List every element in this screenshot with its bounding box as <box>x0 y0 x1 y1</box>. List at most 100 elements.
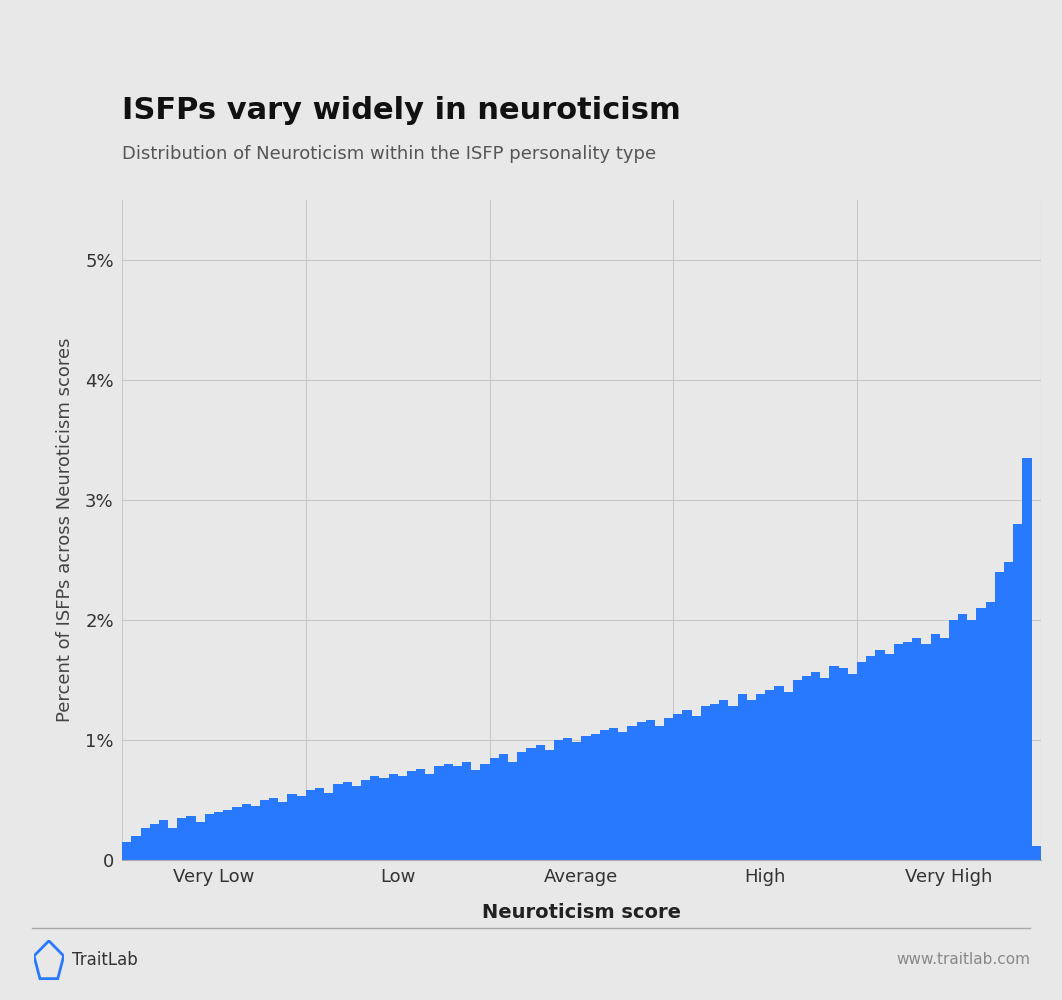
Bar <box>784 692 792 860</box>
Bar <box>912 638 922 860</box>
Bar <box>922 644 930 860</box>
Bar <box>636 722 646 860</box>
Bar <box>609 728 618 860</box>
Bar <box>361 780 371 860</box>
Bar <box>315 788 324 860</box>
Bar <box>1013 524 1023 860</box>
Text: TraitLab: TraitLab <box>72 951 138 969</box>
Bar <box>729 706 738 860</box>
Bar <box>444 764 452 860</box>
Bar <box>343 782 352 860</box>
Bar <box>701 706 710 860</box>
Bar <box>333 784 343 860</box>
Bar <box>673 714 683 860</box>
Bar <box>756 694 765 860</box>
Bar <box>251 806 260 860</box>
Bar <box>416 769 425 860</box>
Bar <box>646 720 655 860</box>
Bar <box>269 798 278 860</box>
Bar <box>434 766 444 860</box>
Bar <box>792 680 802 860</box>
Bar <box>765 690 774 860</box>
Bar <box>1023 458 1031 860</box>
Bar <box>122 842 132 860</box>
Bar <box>132 836 140 860</box>
Bar <box>168 828 177 860</box>
Bar <box>628 726 636 860</box>
Bar <box>195 822 205 860</box>
Bar <box>664 718 673 860</box>
Y-axis label: Percent of ISFPs across Neuroticism scores: Percent of ISFPs across Neuroticism scor… <box>56 338 74 722</box>
Bar <box>986 602 995 860</box>
Bar <box>1031 846 1041 860</box>
Bar <box>867 656 875 860</box>
Bar <box>508 762 517 860</box>
Bar <box>554 740 563 860</box>
Bar <box>976 608 986 860</box>
Text: Distribution of Neuroticism within the ISFP personality type: Distribution of Neuroticism within the I… <box>122 145 656 163</box>
Bar <box>241 804 251 860</box>
Bar <box>517 752 527 860</box>
Bar <box>407 771 416 860</box>
Bar <box>260 800 269 860</box>
Bar <box>480 764 490 860</box>
Bar <box>371 776 379 860</box>
Bar <box>774 686 784 860</box>
Text: ISFPs vary widely in neuroticism: ISFPs vary widely in neuroticism <box>122 96 681 125</box>
Bar <box>1004 562 1013 860</box>
Bar <box>150 824 159 860</box>
Bar <box>223 810 233 860</box>
Bar <box>600 730 609 860</box>
Bar <box>710 704 719 860</box>
Bar <box>857 662 867 860</box>
Bar <box>655 726 664 860</box>
Bar <box>462 762 472 860</box>
Bar <box>875 650 885 860</box>
Bar <box>903 642 912 860</box>
Bar <box>930 634 940 860</box>
Bar <box>958 614 967 860</box>
Bar <box>288 794 296 860</box>
Bar <box>545 750 554 860</box>
Bar <box>582 736 590 860</box>
Text: www.traitlab.com: www.traitlab.com <box>896 952 1030 968</box>
Bar <box>278 802 288 860</box>
Bar <box>205 814 213 860</box>
Bar <box>187 816 195 860</box>
Bar <box>398 776 407 860</box>
Bar <box>885 654 894 860</box>
Bar <box>995 572 1004 860</box>
X-axis label: Neuroticism score: Neuroticism score <box>482 903 681 922</box>
Bar <box>379 778 389 860</box>
Bar <box>527 748 535 860</box>
Bar <box>425 774 434 860</box>
Bar <box>719 700 729 860</box>
Bar <box>847 674 857 860</box>
Bar <box>940 638 949 860</box>
Bar <box>894 644 903 860</box>
Bar <box>389 774 397 860</box>
Bar <box>802 676 811 860</box>
Bar <box>572 742 582 860</box>
Bar <box>811 672 820 860</box>
Bar <box>949 620 958 860</box>
Bar <box>691 716 701 860</box>
Bar <box>452 766 462 860</box>
Bar <box>967 620 976 860</box>
Bar <box>618 732 628 860</box>
Bar <box>472 770 480 860</box>
Bar <box>839 668 847 860</box>
Bar <box>213 812 223 860</box>
Bar <box>738 694 747 860</box>
Bar <box>233 807 241 860</box>
Bar <box>747 700 756 860</box>
Bar <box>683 710 691 860</box>
Bar <box>296 796 306 860</box>
Bar <box>140 828 150 860</box>
Bar <box>563 738 572 860</box>
Bar <box>499 754 508 860</box>
Bar <box>829 666 839 860</box>
Bar <box>177 818 187 860</box>
Bar <box>306 790 315 860</box>
Bar <box>490 758 499 860</box>
